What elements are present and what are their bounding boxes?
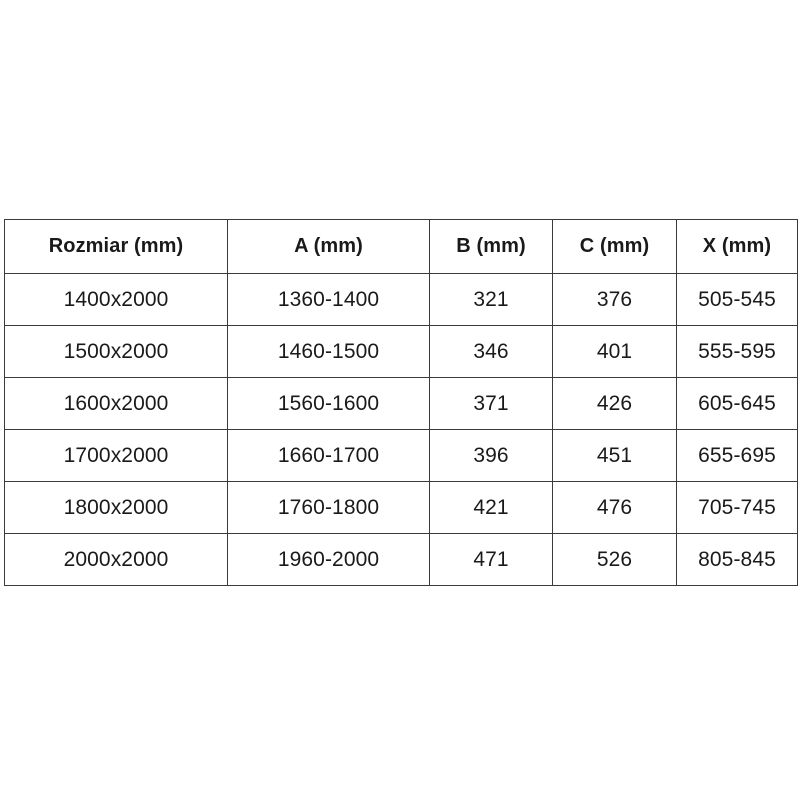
cell-c: 476 [552, 481, 677, 534]
cell-x: 655-695 [676, 429, 798, 482]
cell-b: 321 [429, 273, 553, 326]
cell-x: 555-595 [676, 325, 798, 378]
cell-x: 505-545 [676, 273, 798, 326]
table-header: Rozmiar (mm) A (mm) B (mm) C (mm) X (mm) [4, 219, 798, 274]
table-row: 1500x2000 1460-1500 346 401 555-595 [4, 325, 798, 378]
column-header-a: A (mm) [227, 219, 430, 274]
table-row: 1700x2000 1660-1700 396 451 655-695 [4, 429, 798, 482]
table-row: 2000x2000 1960-2000 471 526 805-845 [4, 533, 798, 586]
cell-size: 1400x2000 [4, 273, 228, 326]
cell-a: 1660-1700 [227, 429, 430, 482]
table-row: 1400x2000 1360-1400 321 376 505-545 [4, 273, 798, 326]
cell-b: 471 [429, 533, 553, 586]
cell-a: 1560-1600 [227, 377, 430, 430]
cell-x: 805-845 [676, 533, 798, 586]
cell-x: 605-645 [676, 377, 798, 430]
cell-b: 371 [429, 377, 553, 430]
cell-a: 1360-1400 [227, 273, 430, 326]
table-row: 1600x2000 1560-1600 371 426 605-645 [4, 377, 798, 430]
cell-b: 396 [429, 429, 553, 482]
cell-c: 526 [552, 533, 677, 586]
column-header-x: X (mm) [676, 219, 798, 274]
cell-a: 1760-1800 [227, 481, 430, 534]
cell-c: 426 [552, 377, 677, 430]
cell-b: 421 [429, 481, 553, 534]
cell-c: 451 [552, 429, 677, 482]
column-header-b: B (mm) [429, 219, 553, 274]
cell-x: 705-745 [676, 481, 798, 534]
table-row: 1800x2000 1760-1800 421 476 705-745 [4, 481, 798, 534]
table-header-row: Rozmiar (mm) A (mm) B (mm) C (mm) X (mm) [4, 219, 798, 274]
table-body: 1400x2000 1360-1400 321 376 505-545 1500… [4, 273, 798, 586]
cell-c: 376 [552, 273, 677, 326]
cell-size: 2000x2000 [4, 533, 228, 586]
cell-size: 1500x2000 [4, 325, 228, 378]
cell-size: 1700x2000 [4, 429, 228, 482]
cell-a: 1460-1500 [227, 325, 430, 378]
dimensions-table: Rozmiar (mm) A (mm) B (mm) C (mm) X (mm)… [4, 219, 798, 586]
cell-size: 1600x2000 [4, 377, 228, 430]
column-header-c: C (mm) [552, 219, 677, 274]
cell-a: 1960-2000 [227, 533, 430, 586]
cell-size: 1800x2000 [4, 481, 228, 534]
cell-c: 401 [552, 325, 677, 378]
cell-b: 346 [429, 325, 553, 378]
specification-table-container: Rozmiar (mm) A (mm) B (mm) C (mm) X (mm)… [4, 219, 798, 586]
column-header-rozmiar: Rozmiar (mm) [4, 219, 228, 274]
